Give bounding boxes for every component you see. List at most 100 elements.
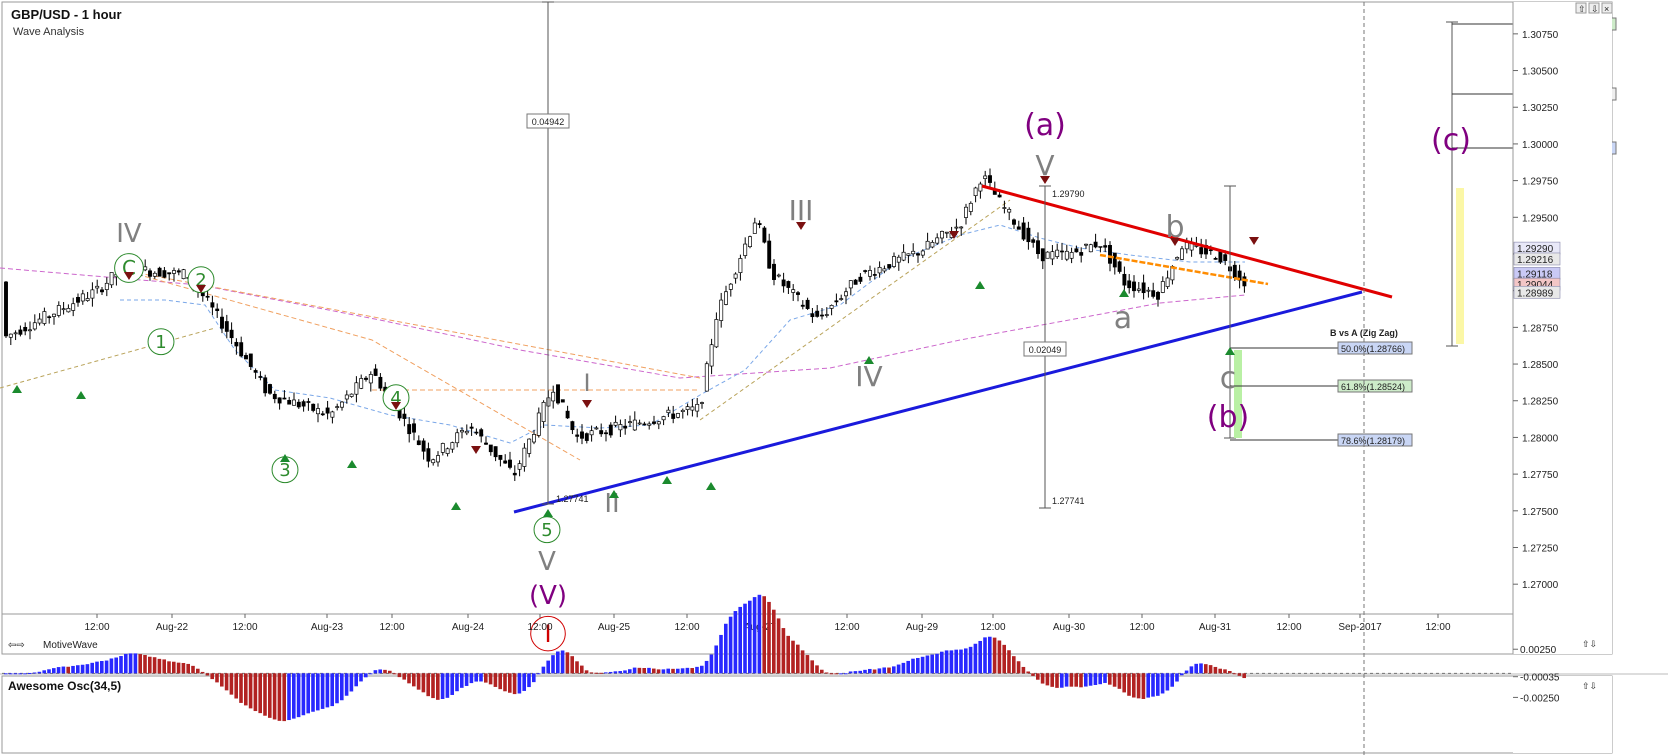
price-flag	[1513, 285, 1561, 299]
bull-candle	[1175, 257, 1180, 260]
bear-candle	[608, 424, 613, 436]
price-flag-label: 1.29216	[1517, 255, 1554, 266]
bull-candle	[700, 402, 704, 404]
wave-label-circle	[530, 615, 566, 652]
bull-candle	[335, 406, 340, 408]
swing-low-marker	[706, 482, 716, 490]
bva-zone	[1234, 350, 1242, 438]
osc-bar-up	[445, 673, 450, 698]
osc-bar-down	[196, 668, 200, 674]
pane-down-icon[interactable]: ⇩	[1591, 4, 1599, 14]
bva-fib-box	[1337, 341, 1413, 355]
osc-bar-up	[128, 653, 133, 674]
bear-candle	[800, 304, 805, 307]
osc-bar-up	[316, 673, 320, 711]
zoom-icons[interactable]: ⇧⇩	[1582, 639, 1597, 649]
bear-candle	[1079, 252, 1084, 256]
osc-bar-down	[690, 668, 694, 674]
bull-candle	[685, 406, 690, 410]
osc-bar-up	[359, 673, 363, 682]
bear-candle	[272, 393, 277, 400]
bear-candle	[224, 321, 229, 332]
osc-bar-down	[1232, 673, 1237, 675]
osc-bar-down	[436, 673, 440, 700]
bull-candle	[719, 299, 724, 321]
bva-fib-box	[1337, 379, 1413, 393]
osc-bar-down	[234, 673, 238, 699]
osc-bar-up	[647, 667, 651, 674]
osc-bar-up	[733, 611, 738, 674]
bull-candle	[517, 463, 522, 470]
close-icon[interactable]: ×	[1604, 4, 1609, 14]
osc-bar-down	[762, 596, 766, 674]
wave-label: b	[1165, 210, 1184, 245]
osc-bar-down	[820, 669, 824, 674]
bear-candle	[488, 444, 493, 453]
wave-label: (b)	[1207, 400, 1249, 435]
bear-candle	[916, 253, 920, 256]
osc-bar-down	[810, 660, 814, 674]
osc-bar-down	[426, 673, 430, 697]
bull-candle	[32, 322, 37, 330]
osc-bar-up	[858, 670, 862, 674]
bull-candle	[959, 226, 964, 229]
pane-close-icon[interactable]	[1601, 2, 1613, 14]
bull-candle	[172, 270, 176, 274]
pane-minimize-icon[interactable]	[1588, 2, 1600, 14]
osc-bar-up	[911, 658, 915, 674]
osc-bar-down	[772, 609, 776, 674]
bear-candle	[301, 401, 306, 407]
bear-candle	[402, 413, 407, 419]
osc-pane-controls-icon[interactable]: ⇧⇩	[1582, 681, 1597, 691]
bull-candle	[71, 303, 76, 311]
bva-fib-label: 61.8%(1.28524)	[1341, 382, 1405, 392]
osc-bar-up	[844, 673, 848, 675]
bull-candle	[752, 222, 757, 234]
osc-tick-label: 0.00250	[1520, 645, 1557, 656]
osc-bar-down	[272, 673, 277, 720]
scroll-arrows-icon[interactable]: ⇦⇨	[8, 640, 25, 651]
osc-bar-down	[887, 667, 891, 674]
price-tick-label: 1.29500	[1522, 213, 1559, 224]
osc-bar-down	[1074, 673, 1078, 687]
bear-candle	[599, 430, 604, 435]
osc-bar-up	[695, 666, 699, 674]
bva-fib-box	[1337, 433, 1413, 447]
bear-candle	[1223, 254, 1228, 261]
osc-bar-up	[954, 649, 958, 674]
swing-low-marker	[975, 281, 985, 289]
pane-up-icon[interactable]: ⇧	[1578, 4, 1586, 14]
bull-candle	[829, 304, 834, 309]
osc-bar-up	[354, 673, 358, 687]
osc-bar-up	[1064, 673, 1069, 687]
bear-candle	[320, 413, 325, 416]
time-tick-label: Sep-2017	[1338, 622, 1382, 633]
bull-candle	[13, 332, 18, 335]
bull-candle	[868, 270, 872, 277]
bear-candle	[584, 433, 589, 441]
bull-candle	[748, 236, 752, 248]
osc-bar-down	[176, 662, 181, 674]
pane-restore-icon[interactable]	[1575, 2, 1587, 14]
osc-bar-up	[52, 668, 56, 674]
bull-candle	[930, 242, 935, 248]
bear-candle	[1127, 280, 1132, 289]
bear-candle	[1208, 249, 1213, 252]
osc-bar-down	[776, 618, 781, 674]
bear-candle	[805, 299, 810, 309]
bear-candle	[642, 423, 647, 426]
osc-bar-up	[344, 673, 349, 696]
price-flag-label: 1.29290	[1517, 244, 1554, 255]
swing-low-marker	[76, 391, 86, 399]
price-tick-label: 1.27000	[1522, 580, 1559, 591]
bull-candle	[954, 226, 959, 229]
bear-candle	[18, 329, 23, 335]
price-flag-label: 1.29118	[1517, 269, 1553, 280]
osc-bar-up	[13, 673, 18, 675]
bear-candle	[1012, 219, 1016, 225]
moving-averages	[0, 199, 1246, 461]
bull-candle	[536, 412, 541, 436]
osc-bar-up	[1160, 673, 1165, 694]
swing-low-marker	[451, 502, 461, 510]
osc-bar-down	[1069, 673, 1074, 687]
